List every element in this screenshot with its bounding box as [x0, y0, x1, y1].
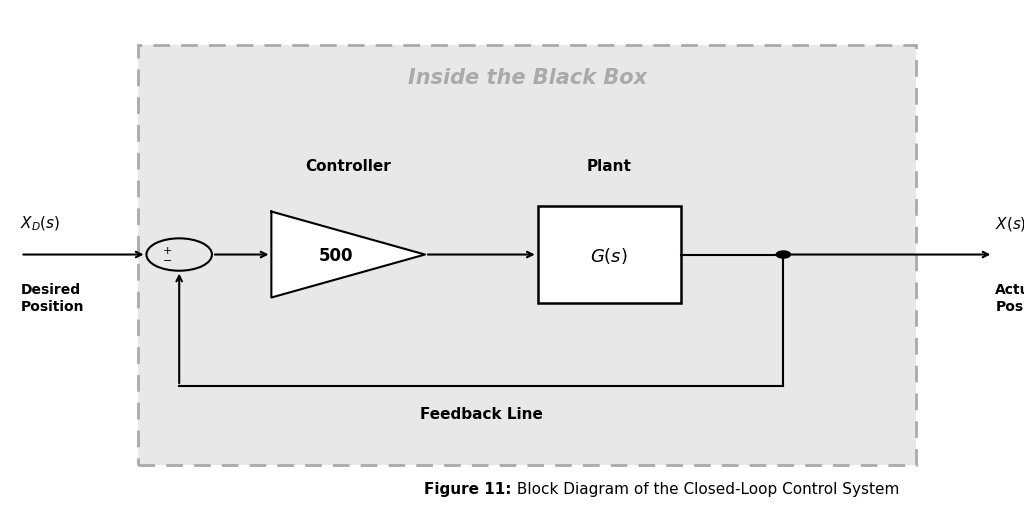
Text: Inside the Black Box: Inside the Black Box: [408, 68, 647, 88]
Bar: [138, 45, 916, 465]
Text: Feedback Line: Feedback Line: [420, 407, 543, 422]
Polygon shape: [271, 212, 425, 298]
Text: Plant: Plant: [587, 159, 632, 174]
Text: $G(s)$: $G(s)$: [591, 245, 628, 265]
Text: $X(s)$: $X(s)$: [995, 214, 1024, 232]
Text: Desired
Position: Desired Position: [20, 283, 84, 313]
Bar: [538, 207, 681, 303]
Circle shape: [776, 251, 791, 259]
Text: $X_D(s)$: $X_D(s)$: [20, 214, 60, 232]
Text: Actual
Position: Actual Position: [995, 283, 1024, 313]
Bar: [138, 45, 916, 465]
Text: Controller: Controller: [305, 159, 391, 174]
Text: +: +: [163, 245, 172, 255]
Text: 500: 500: [318, 246, 353, 264]
Text: Figure 11:: Figure 11:: [425, 481, 512, 496]
Text: Block Diagram of the Closed-Loop Control System: Block Diagram of the Closed-Loop Control…: [512, 481, 899, 496]
Text: −: −: [163, 256, 172, 266]
Circle shape: [146, 239, 212, 271]
